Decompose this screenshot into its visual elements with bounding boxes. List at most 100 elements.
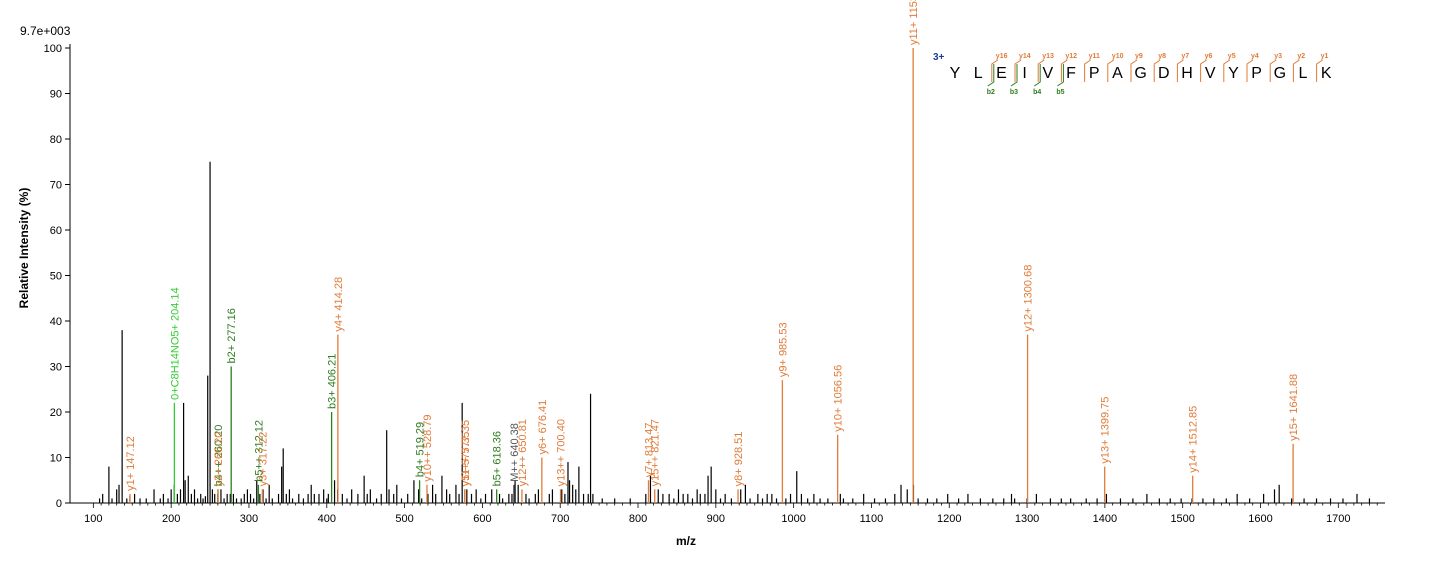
peak-label: y11+ 1153.61: [908, 0, 920, 45]
sequence-residue: I: [1022, 65, 1026, 82]
unannotated-peaks: [98, 161, 1371, 503]
peak-label: y13++ 700.40: [556, 419, 568, 486]
peak-label: M++ 640.38: [509, 423, 521, 482]
y-ion-label: y5: [1228, 53, 1236, 60]
y-ion-bracket: [1316, 59, 1323, 82]
y-ion-label: y6: [1205, 53, 1213, 60]
b-ion-label: b5: [1056, 89, 1064, 96]
y-ion-label: y1: [1321, 53, 1329, 60]
sequence-residue: H: [1181, 65, 1193, 82]
intensity-scale-label: 9.7e+003: [20, 24, 71, 38]
y-tick-label: 80: [50, 134, 62, 146]
sequence-residue: P: [1089, 65, 1100, 82]
x-tick-label: 1100: [860, 513, 884, 525]
peak-label: y3+ 317.22: [257, 432, 269, 487]
b-ion-label: b4: [1033, 89, 1041, 96]
peak-label: y12++ 650.81: [517, 419, 529, 486]
peak-label: y15++ 821.47: [650, 419, 662, 486]
x-tick-label: 1400: [1093, 513, 1117, 525]
y-tick-label: 100: [44, 43, 62, 55]
peak-label: y10+ 1056.56: [833, 365, 845, 432]
x-tick-label: 100: [84, 513, 102, 525]
sequence-residue: P: [1251, 65, 1262, 82]
x-tick-label: 1700: [1326, 513, 1350, 525]
peak-label: y8+ 928.51: [733, 432, 745, 487]
sequence-residue: V: [1205, 65, 1216, 82]
peak-label: y1+ 147.12: [125, 436, 137, 491]
y-ion-bracket: [1060, 59, 1068, 82]
y-tick-label: 0: [56, 498, 62, 510]
peak-label: y12+ 1300.68: [1023, 265, 1035, 332]
y-tick-label: 30: [50, 362, 62, 374]
x-axis-title: m/z: [676, 534, 696, 548]
x-tick-label: 200: [162, 513, 180, 525]
y-ion-bracket: [1200, 59, 1207, 82]
peak-label: y4+ 414.28: [333, 277, 345, 332]
peak-label: y15+ 1641.88: [1288, 374, 1300, 441]
sequence-residue: D: [1158, 65, 1170, 82]
y-tick-label: 20: [50, 407, 62, 419]
y-ion-label: y9: [1135, 53, 1143, 60]
x-tick-label: 700: [551, 513, 569, 525]
peak-label: y2+ 260.20: [213, 432, 225, 487]
b-ion-bracket: [1033, 64, 1041, 87]
y-ion-bracket: [1037, 59, 1045, 82]
b-ion-bracket: [987, 64, 995, 87]
x-tick-label: 1300: [1015, 513, 1039, 525]
sequence-residue: K: [1321, 65, 1332, 82]
x-tick-label: 900: [707, 513, 725, 525]
peak-label: y9+ 985.53: [777, 322, 789, 377]
y-axis: 0 10 20 30 40 50 60 70 80 90 100: [44, 43, 71, 510]
peak-label: 0+C8H14NO5+ 204.14: [169, 287, 181, 400]
charge-state: 3+: [933, 52, 945, 63]
y-ion-bracket: [1223, 59, 1231, 82]
y-axis-title: Relative Intensity (%): [17, 188, 31, 309]
y-ion-label: y2: [1297, 53, 1305, 60]
peak-label: b2+ 277.16: [226, 308, 238, 363]
x-tick-label: 600: [473, 513, 491, 525]
sequence-residue: L: [1299, 65, 1308, 82]
b-ion-bracket: [1057, 64, 1064, 87]
y-ion-label: y7: [1181, 53, 1189, 60]
peak-label: y5+ 577.35: [460, 432, 472, 487]
y-ion-label: y12: [1065, 53, 1077, 60]
x-tick-label: 500: [395, 513, 413, 525]
peak-label: y7+ 813.47: [643, 423, 655, 478]
x-tick-label: 400: [318, 513, 336, 525]
x-tick-label: 1500: [1170, 513, 1194, 525]
x-axis: 100 200 300 400 500 600 700 800 900 1000 1100 1200 1…: [70, 502, 1385, 525]
sequence-residue: A: [1112, 65, 1123, 82]
sequence-residue: V: [1042, 65, 1053, 82]
y-ion-label: y4: [1251, 53, 1259, 60]
peak-label: y11++ 577.35: [460, 420, 472, 486]
y-ion-label: y11: [1089, 53, 1100, 60]
sequence-residue: L: [974, 65, 983, 82]
y-ion-bracket: [1246, 59, 1254, 82]
sequence-residue: Y: [950, 65, 961, 82]
b-ion-bracket: [1010, 64, 1018, 87]
y-ion-label: y14: [1019, 53, 1031, 60]
y-ion-label: y13: [1042, 53, 1054, 60]
sequence-residue: G: [1134, 65, 1146, 82]
y-tick-label: 90: [50, 89, 62, 101]
x-tick-label: 1200: [937, 513, 961, 525]
peak-label: b4+ 519.29: [415, 422, 427, 477]
y-ion-bracket: [1269, 59, 1277, 82]
x-tick-label: 1000: [781, 513, 805, 525]
x-tick-label: 1600: [1248, 513, 1272, 525]
y-ion-bracket: [1292, 59, 1300, 82]
y-ion-bracket: [991, 59, 999, 82]
sequence-residue: Y: [1228, 65, 1239, 82]
b-ion-label: b2: [987, 89, 995, 96]
y-ion-bracket: [1084, 59, 1091, 82]
y-ion-label: y10: [1112, 53, 1124, 60]
y-ion-label: y3: [1274, 53, 1282, 60]
peak-label: y10++ 528.79: [422, 415, 434, 482]
y-ion-label: y16: [996, 53, 1008, 60]
peak-label: b4++ 260.20: [213, 425, 225, 487]
y-ion-bracket: [1176, 59, 1184, 82]
peak-label: b3+ 406.21: [327, 354, 339, 409]
peak-label: y6+ 676.41: [537, 400, 549, 455]
y-ion-bracket: [1014, 59, 1022, 82]
